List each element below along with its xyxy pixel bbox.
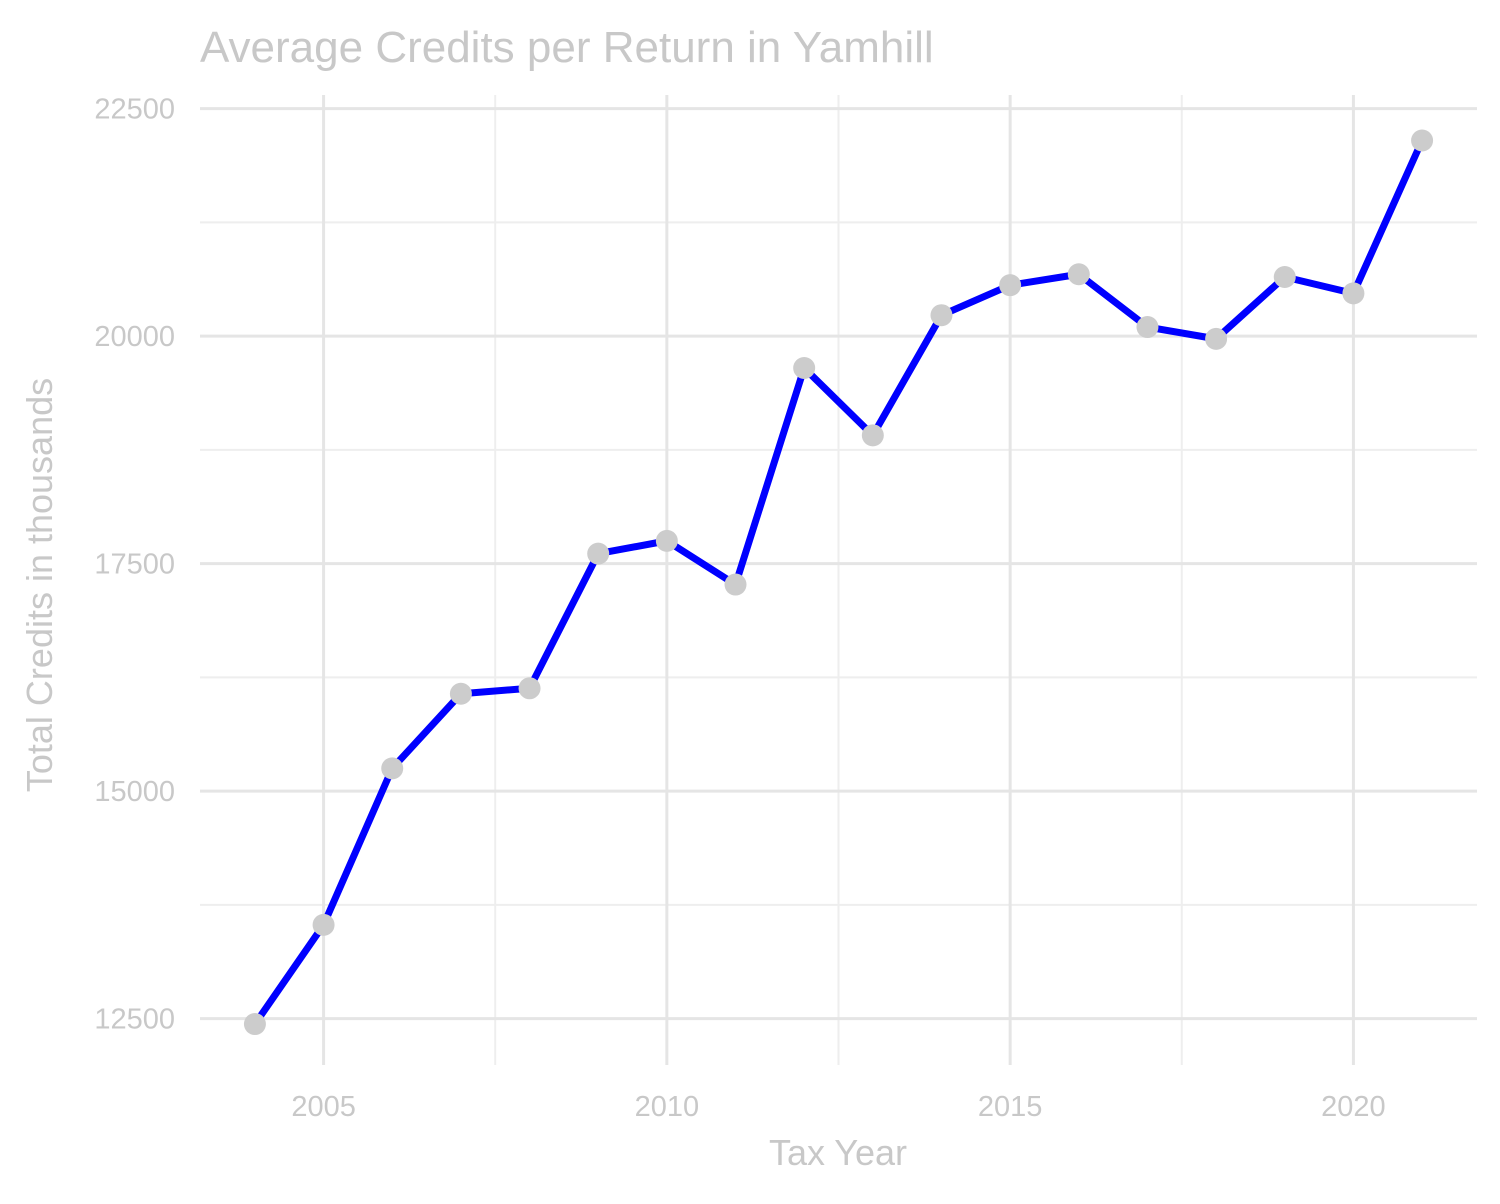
data-point-2020: [1342, 282, 1365, 305]
series-line-segment-2019: [1281, 273, 1357, 297]
data-point-2004: [243, 1013, 266, 1036]
data-point-2013: [861, 424, 884, 447]
series-line-segment-2006: [388, 690, 465, 772]
x-axis-title: Tax Year: [769, 1132, 907, 1173]
y-tick-label: 12500: [94, 1004, 175, 1036]
y-tick-label: 22500: [94, 94, 175, 126]
x-tick-label: 2015: [978, 1091, 1043, 1123]
series-line-segment-2011: [732, 364, 808, 589]
y-tick-label: 20000: [94, 321, 175, 353]
series-line-segment-2016: [1075, 270, 1151, 331]
data-point-2015: [999, 274, 1022, 297]
x-tick-label: 2005: [291, 1091, 356, 1123]
y-tick-label: 15000: [94, 776, 175, 808]
series-line-segment-2014: [937, 281, 1014, 319]
series-line-segment-2010: [663, 537, 740, 589]
series-line-segment-2004: [251, 921, 328, 1028]
x-tick-label: 2020: [1321, 1091, 1386, 1123]
data-points-layer: [243, 129, 1434, 1036]
series-line-segment-2007: [457, 684, 534, 698]
data-point-2008: [518, 677, 541, 700]
y-axis-title: Total Credits in thousands: [19, 378, 60, 792]
data-point-2009: [587, 542, 610, 565]
series-line-segment-2017: [1143, 323, 1220, 343]
axis-labels-layer: 2005 2010 2015 2020 12500 15000 17500 20000 2250…: [94, 94, 1385, 1123]
series-line-segment-2015: [1006, 270, 1083, 289]
data-point-2014: [930, 304, 953, 327]
data-point-2021: [1411, 129, 1434, 152]
data-point-2011: [724, 573, 747, 596]
grid-layer: [200, 95, 1477, 1065]
series-line-segment-2009: [594, 537, 671, 558]
series-line-segment-2008: [526, 550, 602, 692]
data-point-2006: [381, 757, 404, 780]
y-tick-label: 17500: [94, 549, 175, 581]
series-line-segment-2005: [320, 764, 396, 929]
data-point-2010: [655, 529, 678, 552]
data-point-2012: [793, 356, 816, 379]
series-line-segment-2012: [800, 364, 877, 439]
series-line-layer: [251, 136, 1426, 1028]
series-line-segment-2018: [1212, 273, 1289, 343]
chart-title: Average Credits per Return in Yamhill: [200, 23, 934, 72]
data-point-2017: [1136, 316, 1159, 339]
data-point-2019: [1273, 265, 1296, 288]
x-tick-label: 2010: [635, 1091, 700, 1123]
data-point-2016: [1067, 263, 1090, 286]
data-point-2005: [312, 913, 335, 936]
data-point-2018: [1205, 327, 1228, 350]
series-line-segment-2013: [869, 311, 945, 439]
series-line-segment-2020: [1349, 136, 1426, 297]
data-point-2007: [449, 682, 472, 705]
